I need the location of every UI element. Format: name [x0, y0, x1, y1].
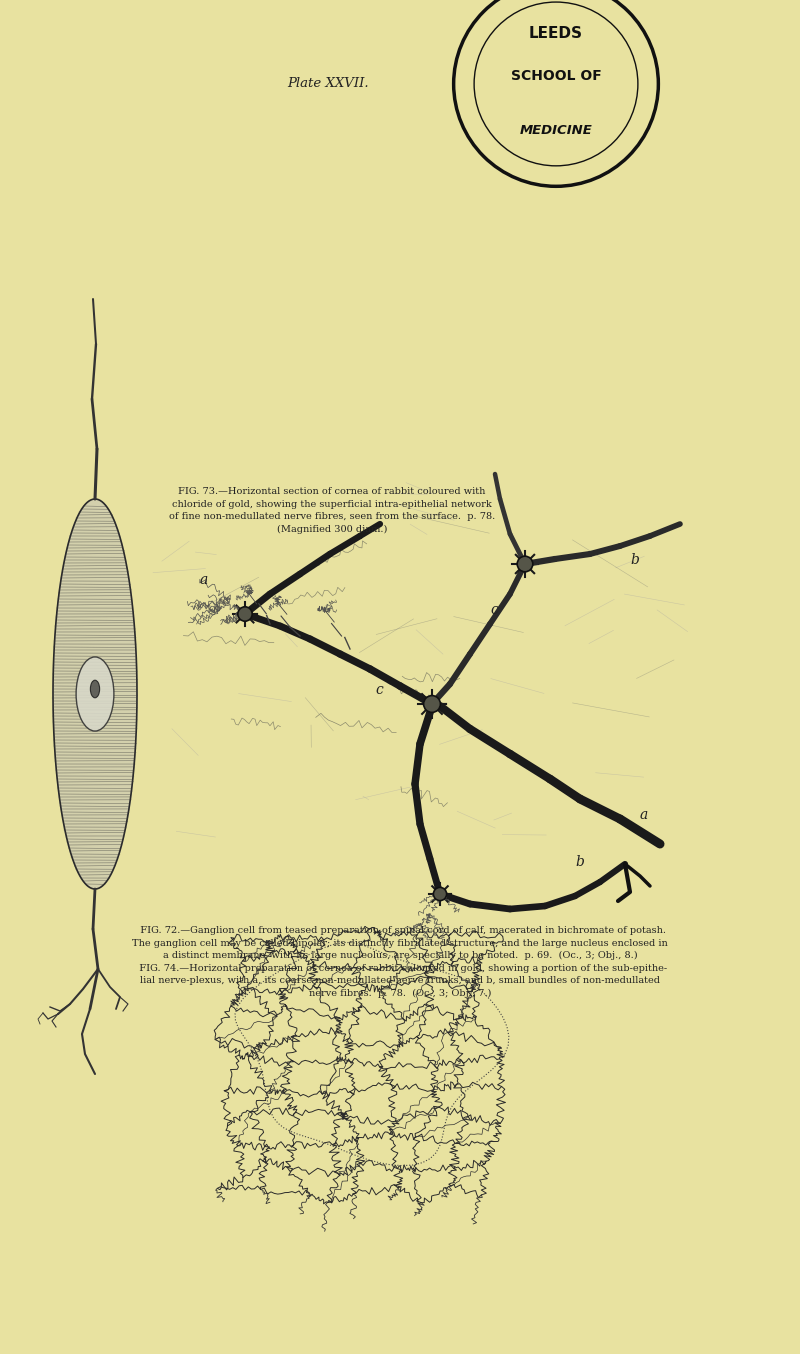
Text: LEEDS: LEEDS	[529, 26, 583, 41]
Circle shape	[518, 556, 533, 571]
Text: MEDICINE: MEDICINE	[520, 125, 592, 137]
Polygon shape	[53, 500, 137, 890]
Text: FIG. 72.—Ganglion cell from teased preparation of spinal cord of calf, macerated: FIG. 72.—Ganglion cell from teased prepa…	[132, 926, 668, 998]
Text: a: a	[200, 573, 208, 588]
Circle shape	[424, 696, 440, 712]
Ellipse shape	[90, 680, 100, 697]
Text: Plate XXVII.: Plate XXVII.	[287, 77, 369, 91]
Text: FIG. 73.—Horizontal section of cornea of rabbit coloured with
chloride of gold, : FIG. 73.—Horizontal section of cornea of…	[169, 487, 495, 533]
Text: c: c	[375, 682, 382, 697]
Text: b: b	[630, 552, 639, 567]
Ellipse shape	[76, 657, 114, 731]
Circle shape	[238, 607, 252, 621]
Circle shape	[434, 887, 446, 900]
Text: SCHOOL OF: SCHOOL OF	[510, 69, 602, 83]
Text: a: a	[640, 808, 648, 822]
Text: c: c	[490, 603, 498, 617]
Text: b: b	[575, 854, 584, 869]
